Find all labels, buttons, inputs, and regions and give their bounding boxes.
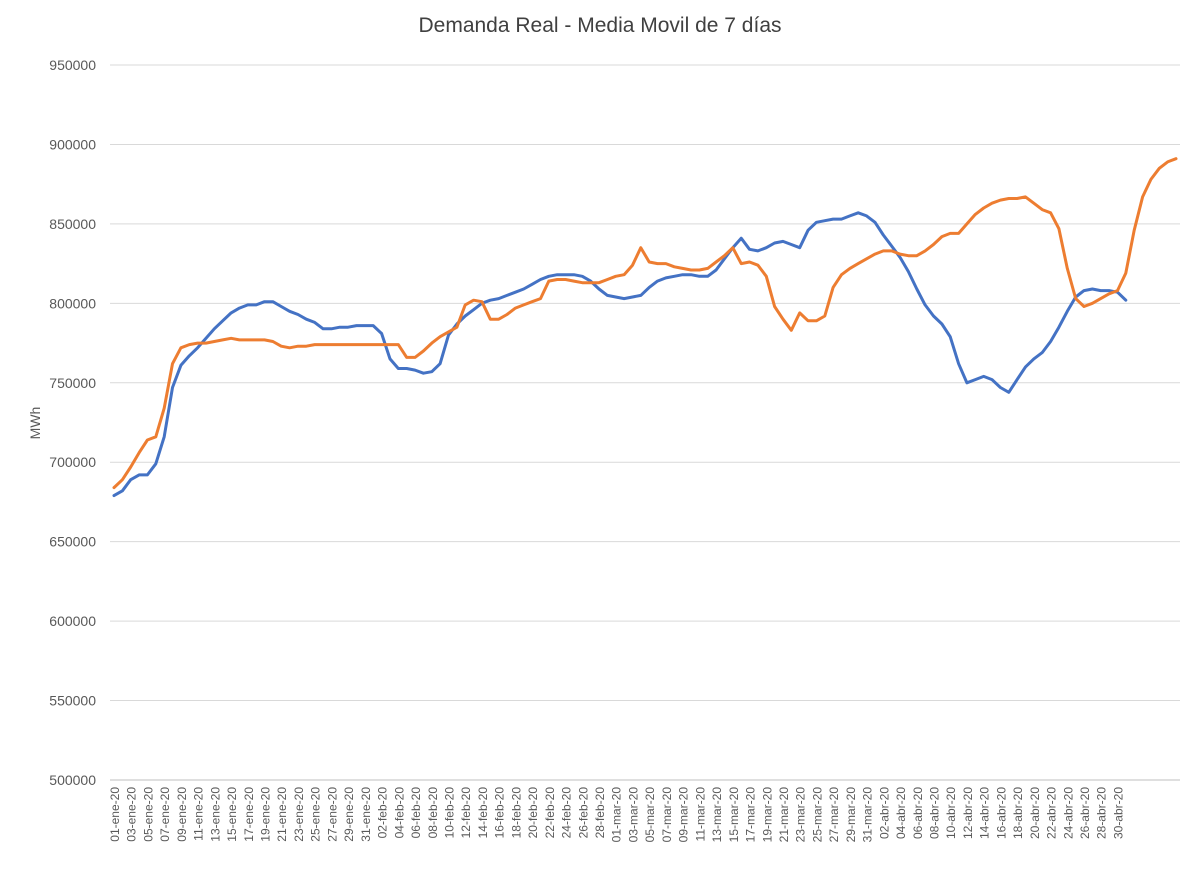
x-tick-label: 22-feb-20 [543, 787, 557, 839]
x-tick-label: 19-ene-20 [259, 787, 273, 842]
x-tick-label: 10-abr-20 [944, 787, 958, 839]
x-tick-label: 22-abr-20 [1045, 787, 1059, 839]
x-tick-label: 20-abr-20 [1028, 787, 1042, 839]
x-tick-label: 19-mar-20 [760, 787, 774, 843]
x-tick-label: 24-abr-20 [1061, 787, 1075, 839]
gridlines [110, 64, 1180, 781]
chart-title: Demanda Real - Media Movil de 7 días [418, 14, 782, 37]
x-tick-label: 08-abr-20 [927, 787, 941, 839]
x-tick-label: 15-ene-20 [225, 787, 239, 842]
y-tick-label: 700000 [49, 454, 96, 470]
x-tick-label: 28-abr-20 [1095, 787, 1109, 839]
x-tick-label: 16-feb-20 [493, 787, 507, 839]
x-axis-ticks: 01-ene-20 03-ene-20 05-ene-20 07-ene-20 09-e… [108, 787, 1125, 843]
series-line-2 [112, 157, 1178, 490]
x-tick-label: 10-feb-20 [442, 787, 456, 839]
x-tick-label: 23-mar-20 [794, 787, 808, 843]
x-tick-label: 02-feb-20 [376, 787, 390, 839]
y-tick-label: 850000 [49, 216, 96, 232]
x-tick-label: 07-mar-20 [660, 787, 674, 843]
y-tick-label: 650000 [49, 534, 96, 550]
y-tick-label: 750000 [49, 375, 96, 391]
x-tick-label: 21-mar-20 [777, 787, 791, 843]
x-tick-label: 09-mar-20 [677, 787, 691, 843]
x-tick-label: 26-abr-20 [1078, 787, 1092, 839]
x-tick-label: 24-feb-20 [560, 787, 574, 839]
x-tick-label: 11-ene-20 [192, 787, 206, 841]
x-tick-label: 11-mar-20 [693, 787, 707, 842]
x-tick-label: 18-abr-20 [1011, 787, 1025, 839]
y-tick-label: 550000 [49, 693, 96, 709]
x-tick-label: 26-feb-20 [576, 787, 590, 839]
x-tick-label: 05-ene-20 [141, 787, 155, 842]
x-tick-label: 01-mar-20 [610, 787, 624, 843]
x-tick-label: 07-ene-20 [158, 787, 172, 842]
x-tick-label: 20-feb-20 [526, 787, 540, 839]
x-tick-label: 03-ene-20 [125, 787, 139, 842]
x-tick-label: 17-ene-20 [242, 787, 256, 842]
x-tick-label: 13-ene-20 [208, 787, 222, 842]
y-tick-label: 900000 [49, 136, 96, 152]
x-tick-label: 31-mar-20 [861, 787, 875, 843]
y-tick-label: 800000 [49, 295, 96, 311]
x-tick-label: 14-abr-20 [978, 787, 992, 839]
x-tick-label: 03-mar-20 [626, 787, 640, 843]
y-tick-label: 500000 [49, 772, 96, 788]
x-tick-label: 30-abr-20 [1111, 787, 1125, 839]
x-tick-label: 05-mar-20 [643, 787, 657, 843]
x-tick-label: 25-ene-20 [309, 787, 323, 842]
series-line-1 [112, 211, 1128, 498]
y-axis-label: MWh [27, 407, 43, 440]
x-tick-label: 04-feb-20 [392, 787, 406, 839]
x-tick-label: 21-ene-20 [275, 787, 289, 842]
x-tick-label: 04-abr-20 [894, 787, 908, 839]
x-tick-label: 14-feb-20 [476, 787, 490, 839]
x-tick-label: 28-feb-20 [593, 787, 607, 839]
x-tick-label: 18-feb-20 [509, 787, 523, 839]
x-tick-label: 27-ene-20 [325, 787, 339, 842]
y-tick-label: 600000 [49, 613, 96, 629]
x-tick-label: 02-abr-20 [877, 787, 891, 839]
series-lines [112, 157, 1178, 498]
y-tick-label: 950000 [49, 57, 96, 73]
x-tick-label: 12-feb-20 [459, 787, 473, 839]
x-tick-label: 17-mar-20 [744, 787, 758, 843]
x-tick-label: 06-abr-20 [911, 787, 925, 839]
x-tick-label: 29-mar-20 [844, 787, 858, 843]
x-tick-label: 01-ene-20 [108, 787, 122, 842]
x-tick-label: 08-feb-20 [426, 787, 440, 839]
y-axis-ticks: 500000 550000 600000 650000 700000 750000 8000… [49, 57, 96, 788]
x-tick-label: 31-ene-20 [359, 787, 373, 842]
x-tick-label: 13-mar-20 [710, 787, 724, 843]
x-tick-label: 29-ene-20 [342, 787, 356, 842]
x-tick-label: 09-ene-20 [175, 787, 189, 842]
x-tick-label: 23-ene-20 [292, 787, 306, 842]
x-tick-label: 06-feb-20 [409, 787, 423, 839]
x-tick-label: 27-mar-20 [827, 787, 841, 843]
x-tick-label: 16-abr-20 [994, 787, 1008, 839]
x-tick-label: 15-mar-20 [727, 787, 741, 843]
x-tick-label: 25-mar-20 [810, 787, 824, 843]
x-tick-label: 12-abr-20 [961, 787, 975, 839]
